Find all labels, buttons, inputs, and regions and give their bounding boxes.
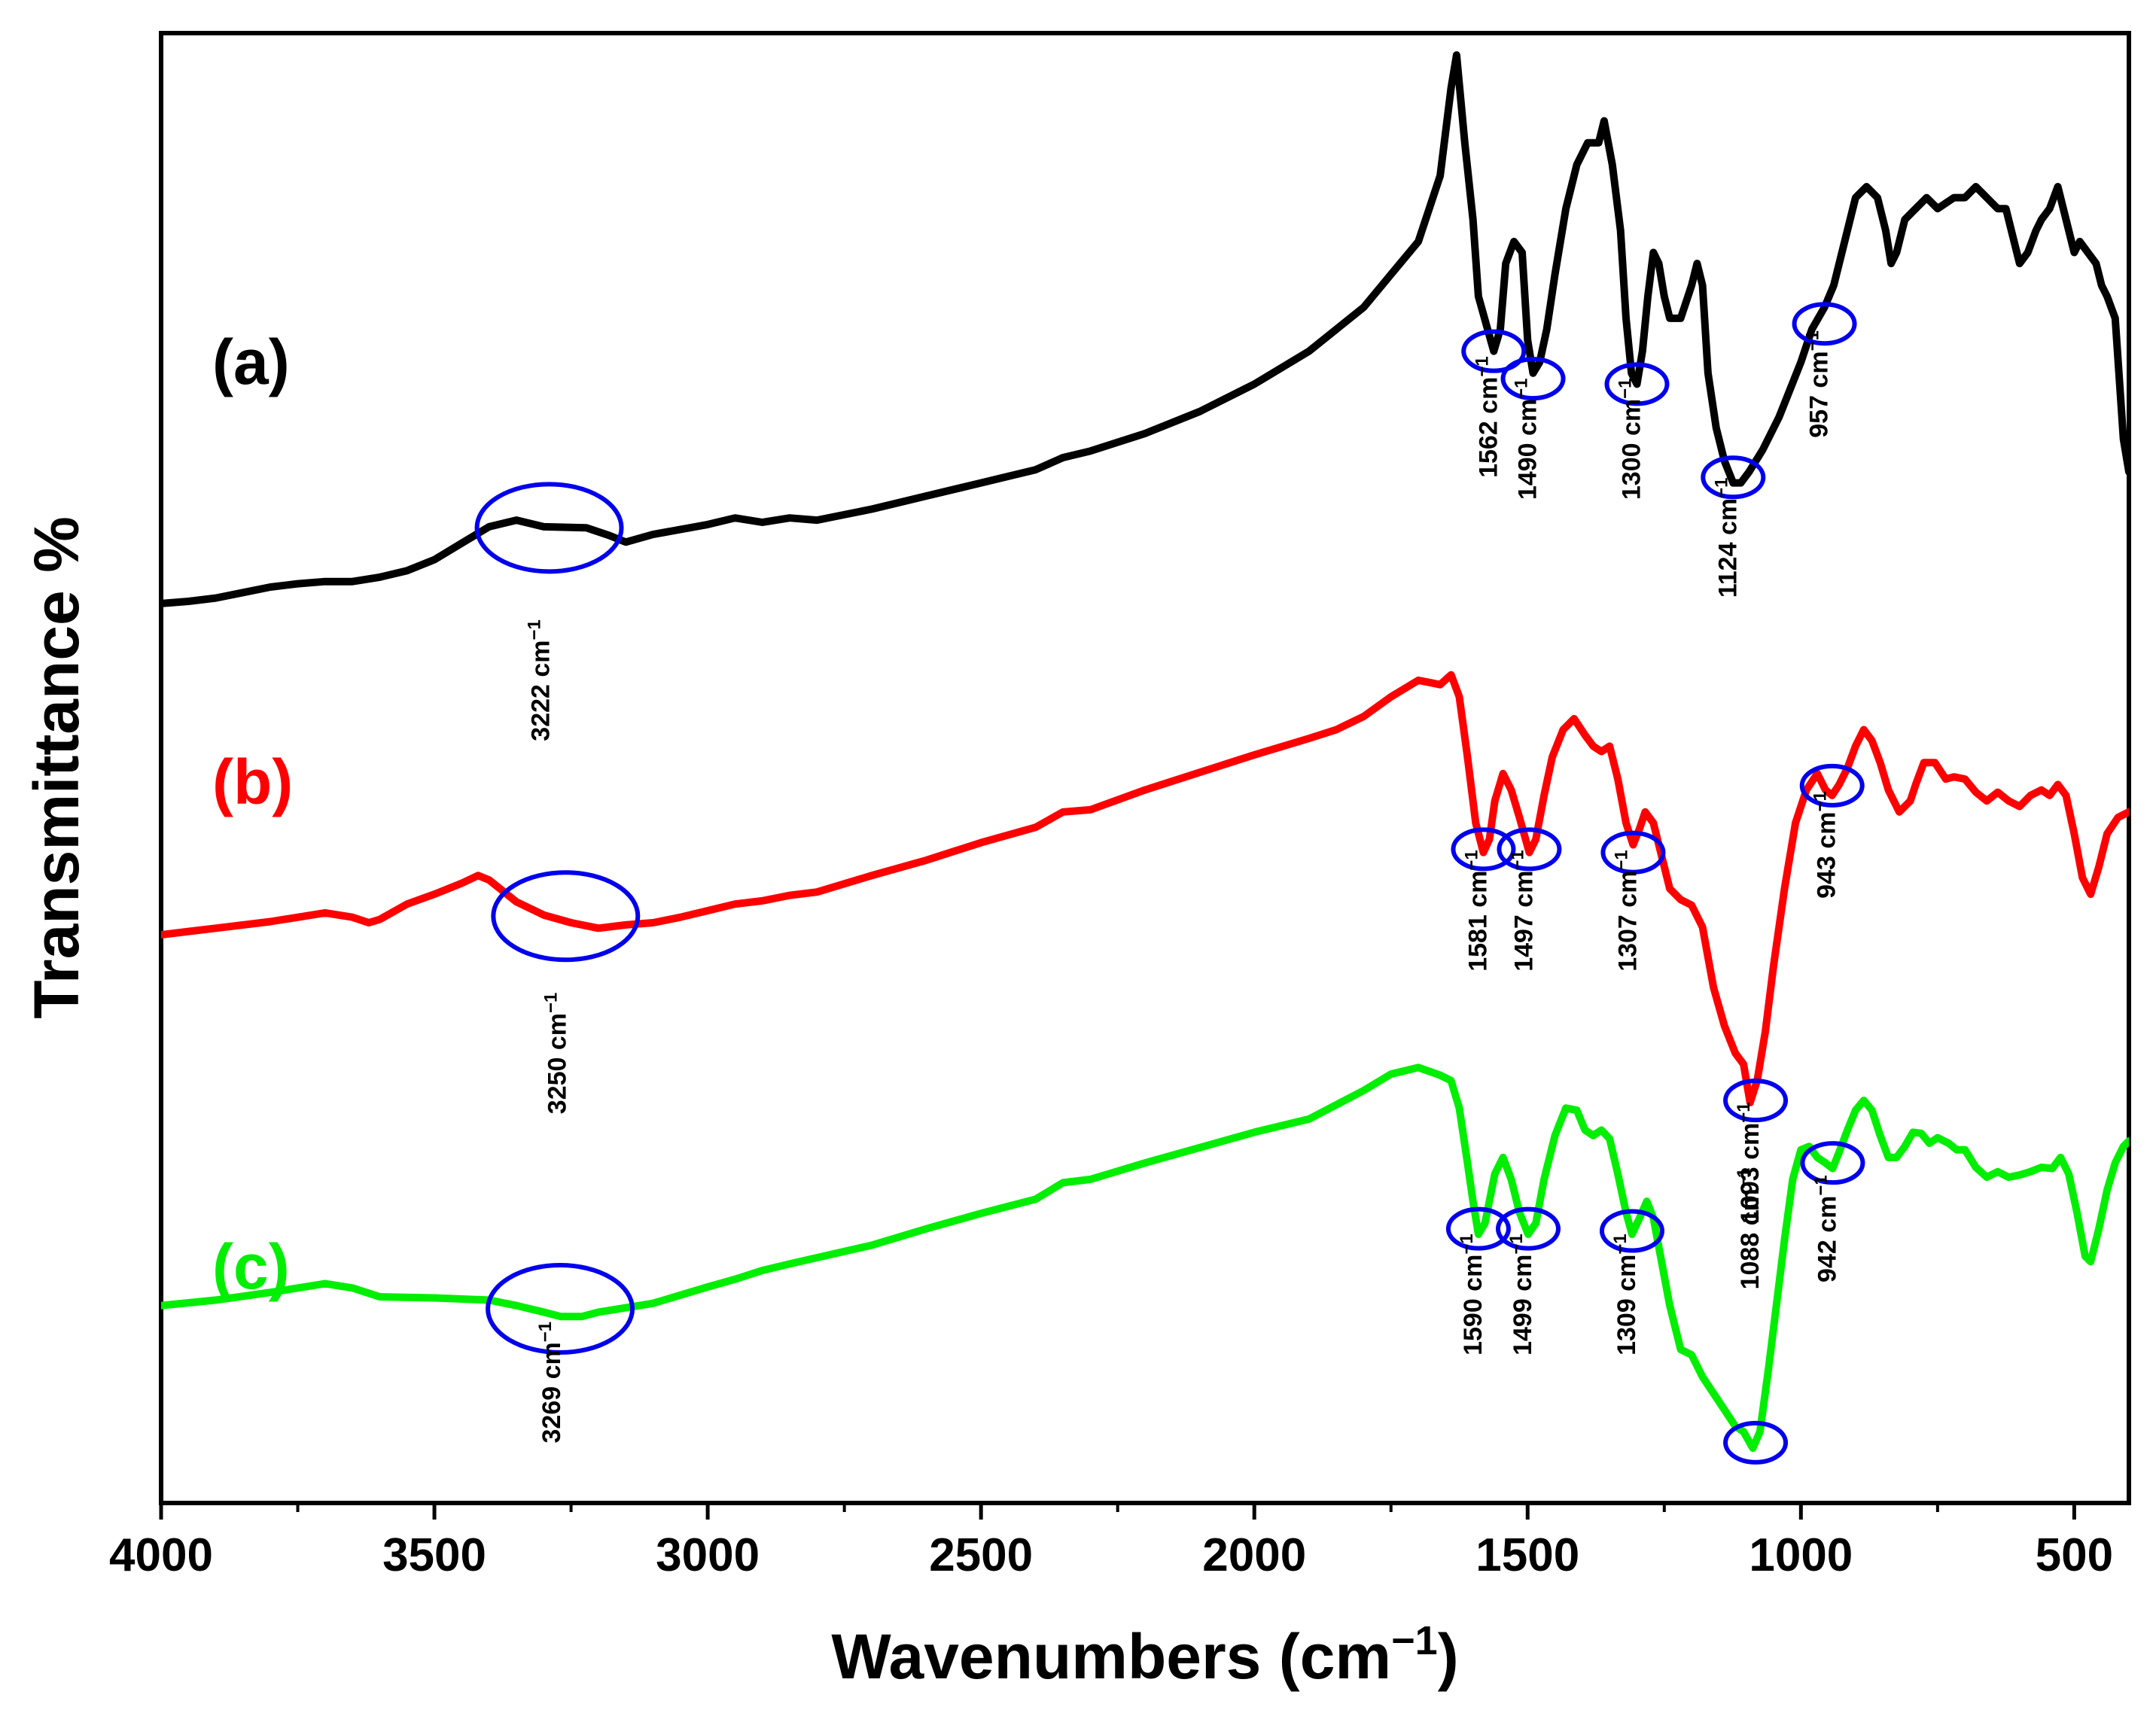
series-line-b	[161, 671, 2129, 1106]
peak-marker	[1496, 1206, 1561, 1251]
peak-label: 1490 cm−1	[1512, 378, 1542, 500]
peak-label: 1581 cm−1	[1462, 850, 1493, 972]
series-line-a	[161, 51, 2129, 607]
x-tick-label-4000: 4000	[109, 1529, 213, 1581]
x-tick-label-500: 500	[2036, 1529, 2113, 1581]
peak-label: 1307 cm−1	[1611, 850, 1642, 972]
peak-label: 1300 cm−1	[1615, 378, 1646, 500]
peak-label: 943 cm−1	[1810, 791, 1841, 899]
peak-marker	[1799, 763, 1865, 808]
peak-marker	[1723, 1079, 1789, 1123]
peak-marker	[1599, 1209, 1664, 1253]
peak-marker	[491, 870, 641, 963]
x-axis-ticks: 4000 3500 3000 2500 2000 1500 1000 500	[109, 1503, 2113, 1581]
x-axis-label: Wavenumbers (cm−1)	[831, 1618, 1458, 1692]
annotation-layer: 3222 cm−1 1562 cm−1 1490 cm−1 1300 cm−1 1124…	[474, 302, 1865, 1465]
peak-marker	[1445, 1206, 1511, 1251]
peak-label: 3222 cm−1	[525, 619, 556, 741]
peak-marker	[1800, 1141, 1865, 1185]
series-label-a: (a)	[212, 327, 290, 397]
x-axis-label-main: Wavenumbers (cm	[831, 1621, 1391, 1692]
x-tick-label-1500: 1500	[1475, 1529, 1579, 1581]
peak-label: 3250 cm−1	[541, 993, 571, 1115]
peak-marker	[474, 482, 624, 574]
plot-frame	[159, 31, 2131, 1505]
peak-label: 942 cm−1	[1810, 1175, 1841, 1282]
x-tick-label-2500: 2500	[929, 1529, 1033, 1581]
peak-marker	[1600, 830, 1666, 875]
x-tick-label-2000: 2000	[1202, 1529, 1306, 1581]
series-label-b: (b)	[212, 747, 293, 817]
peak-label: 1093 cm−1	[1734, 1102, 1765, 1224]
peak-label: 1590 cm−1	[1457, 1234, 1488, 1355]
y-axis-label: Transmittance %	[21, 516, 92, 1019]
peak-label: 1562 cm−1	[1472, 356, 1503, 478]
x-tick-label-3000: 3000	[656, 1529, 760, 1581]
peak-marker	[1792, 302, 1857, 346]
peak-marker	[486, 1263, 635, 1355]
peak-marker	[1500, 357, 1566, 401]
x-tick-label-3500: 3500	[382, 1529, 486, 1581]
series-labels: (a) (b) (c)	[212, 327, 293, 1302]
series-layer	[161, 51, 2129, 1453]
peak-label: 1088 cm−1	[1734, 1168, 1765, 1290]
series-line-c	[161, 1063, 2129, 1453]
x-axis-label-close: )	[1438, 1621, 1459, 1692]
peak-marker	[1701, 455, 1766, 500]
x-tick-label-1000: 1000	[1749, 1529, 1853, 1581]
peak-marker	[1723, 1420, 1789, 1465]
peak-label: 1124 cm−1	[1711, 478, 1742, 598]
peak-label: 3269 cm−1	[535, 1322, 566, 1444]
x-axis-label-sup: −1	[1391, 1618, 1438, 1663]
peak-label: 957 cm−1	[1803, 330, 1834, 438]
peak-marker	[1604, 362, 1670, 406]
series-label-c: (c)	[212, 1231, 290, 1302]
peak-marker	[1497, 827, 1562, 872]
peak-marker	[1461, 329, 1527, 373]
peak-label: 1497 cm−1	[1508, 850, 1539, 972]
peak-marker	[1451, 827, 1516, 872]
peak-label: 1309 cm−1	[1610, 1234, 1641, 1355]
peak-label: 1499 cm−1	[1506, 1234, 1537, 1355]
